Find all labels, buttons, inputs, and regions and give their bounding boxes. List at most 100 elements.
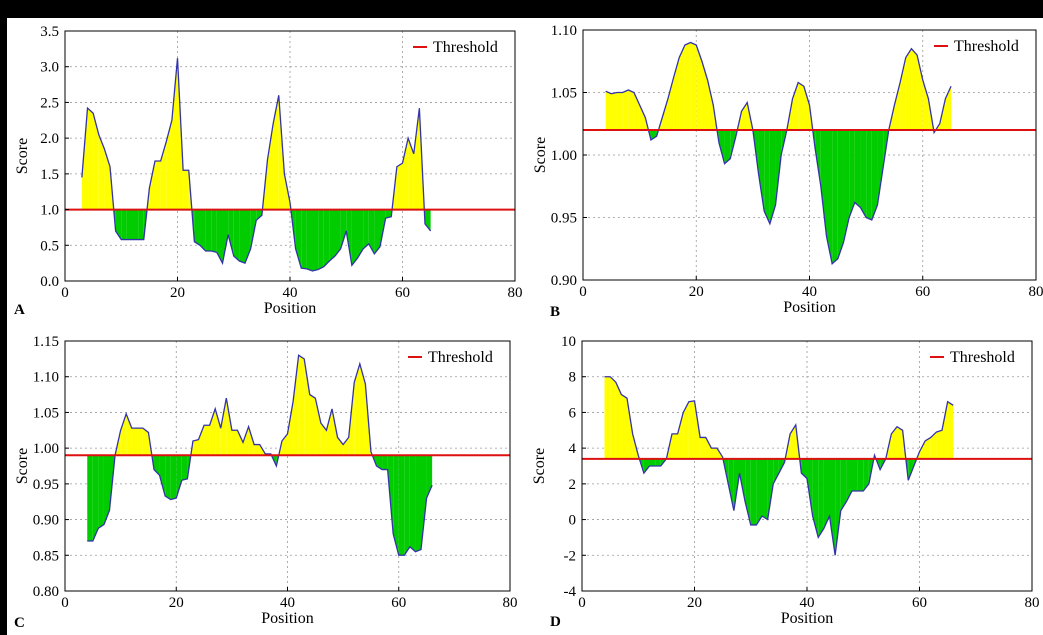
area-segment: [857, 458, 864, 491]
area-segment: [615, 382, 622, 459]
area-segment: [745, 458, 751, 525]
area-segment: [408, 138, 414, 210]
area-segment: [209, 408, 216, 456]
area-segment: [228, 209, 234, 256]
area-segment: [694, 400, 701, 459]
area-segment: [132, 209, 139, 240]
area-segment: [905, 48, 912, 130]
area-segment: [852, 458, 858, 491]
chart-panel-a: 0 20 40 60 80 0.0 0.5 1.0 1.5 2.0 2.5 3.0 3.5 Positio…: [14, 24, 523, 318]
area-segment: [120, 413, 127, 456]
legend-label: Threshold: [428, 349, 493, 366]
area-segment: [204, 425, 210, 456]
area-segment: [812, 458, 819, 538]
area-segment: [293, 355, 299, 456]
area-segment: [739, 458, 746, 502]
area-segment: [359, 363, 366, 456]
area-segment: [335, 209, 341, 256]
x-tick-label: 20: [689, 284, 704, 300]
area-segment: [301, 209, 307, 269]
x-tick-label: 60: [912, 595, 927, 611]
area-segment: [126, 413, 132, 456]
area-segment: [705, 437, 712, 459]
score-line: [604, 376, 954, 556]
area-segment: [142, 428, 149, 456]
area-segment: [138, 209, 144, 240]
y-tick-label: 2.0: [40, 131, 59, 147]
y-tick-label: 3.5: [40, 24, 59, 40]
area-segment: [700, 437, 706, 459]
area-segment: [87, 108, 94, 210]
area-segment: [673, 57, 680, 130]
area-segment: [728, 458, 734, 511]
area-segment: [860, 130, 867, 218]
area-segment: [363, 209, 369, 249]
area-segment: [756, 458, 762, 525]
area-segment: [200, 209, 206, 251]
area-segment: [947, 401, 954, 459]
y-tick-label: 1.00: [551, 148, 577, 164]
y-axis-label: Score: [531, 448, 548, 484]
area-segment: [803, 86, 810, 130]
area-segment: [655, 458, 661, 466]
area-segment: [922, 80, 929, 130]
area-segment: [315, 398, 321, 456]
area-segment: [628, 90, 634, 130]
x-tick-label: 40: [802, 284, 817, 300]
chart-panel-b: 0 20 40 60 80 0.90 0.95 1.00 1.05 1.10 Position Sco…: [532, 23, 1043, 320]
area-segment: [149, 161, 155, 210]
area-segment: [98, 134, 105, 210]
area-segment: [306, 209, 313, 271]
y-tick-label: -2: [564, 548, 577, 564]
y-tick-label: 1.05: [33, 405, 59, 421]
area-segment: [792, 82, 799, 130]
x-axis-label: Position: [781, 610, 833, 627]
y-tick-label: 10: [561, 334, 576, 350]
area-segment: [323, 209, 330, 267]
area-segment: [724, 130, 731, 164]
area-segment: [604, 376, 611, 459]
area-segment: [368, 209, 375, 254]
area-segment: [818, 458, 824, 538]
y-tick-label: 0.95: [551, 211, 577, 227]
area-segment: [92, 455, 99, 541]
area-segment: [750, 458, 757, 525]
area-segment: [198, 425, 205, 456]
area-segment: [376, 455, 383, 470]
y-tick-label: 1.05: [551, 86, 577, 102]
area-segment: [205, 209, 212, 251]
area-segment: [894, 82, 901, 130]
area-segment: [340, 209, 347, 249]
area-segment: [194, 209, 200, 246]
area-segment: [243, 426, 249, 456]
y-tick-label: 1.00: [33, 441, 59, 457]
area-segment: [643, 458, 650, 474]
area-segment: [639, 105, 646, 130]
area-segment: [326, 408, 332, 456]
x-tick-label: 80: [503, 595, 518, 611]
area-segment: [925, 437, 931, 459]
area-segment: [337, 437, 344, 456]
y-tick-label: 1.0: [40, 203, 59, 219]
area-segment: [320, 423, 327, 456]
area-segment: [605, 91, 612, 130]
area-segment: [222, 209, 229, 264]
x-tick-label: 40: [800, 595, 815, 611]
area-segment: [711, 448, 717, 459]
y-tick-label: 0.95: [33, 477, 59, 493]
area-segment: [908, 458, 914, 481]
area-segment: [181, 455, 188, 481]
area-segment: [616, 92, 623, 130]
area-segment: [649, 458, 656, 466]
y-tick-label: 4: [569, 441, 577, 457]
area-segment: [769, 130, 776, 224]
area-segment: [679, 45, 685, 130]
area-segment: [160, 141, 167, 210]
area-segment: [166, 120, 172, 210]
y-tick-label: 1.15: [33, 334, 59, 350]
area-segment: [683, 401, 689, 459]
y-tick-label: 2.5: [40, 95, 59, 111]
y-tick-label: 1.10: [33, 370, 59, 386]
panel-label: D: [550, 614, 561, 630]
area-segment: [231, 430, 238, 456]
